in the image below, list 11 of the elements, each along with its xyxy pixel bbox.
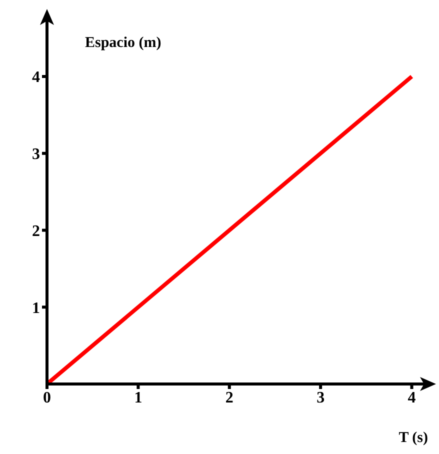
y-axis-title: Espacio (m): [85, 35, 162, 51]
x-tick-label: 0: [43, 389, 51, 406]
y-tick-label: 4: [32, 69, 40, 86]
x-tick-label: 4: [408, 389, 416, 406]
y-tick-label: 3: [32, 146, 40, 164]
x-tick-label: 3: [316, 389, 325, 406]
x-axis-title: T (s): [398, 430, 428, 446]
x-tick-label: 1: [134, 389, 142, 406]
y-tick-label: 1: [32, 300, 40, 317]
y-tick-label: 2: [32, 222, 40, 240]
x-tick-label: 2: [225, 389, 234, 406]
